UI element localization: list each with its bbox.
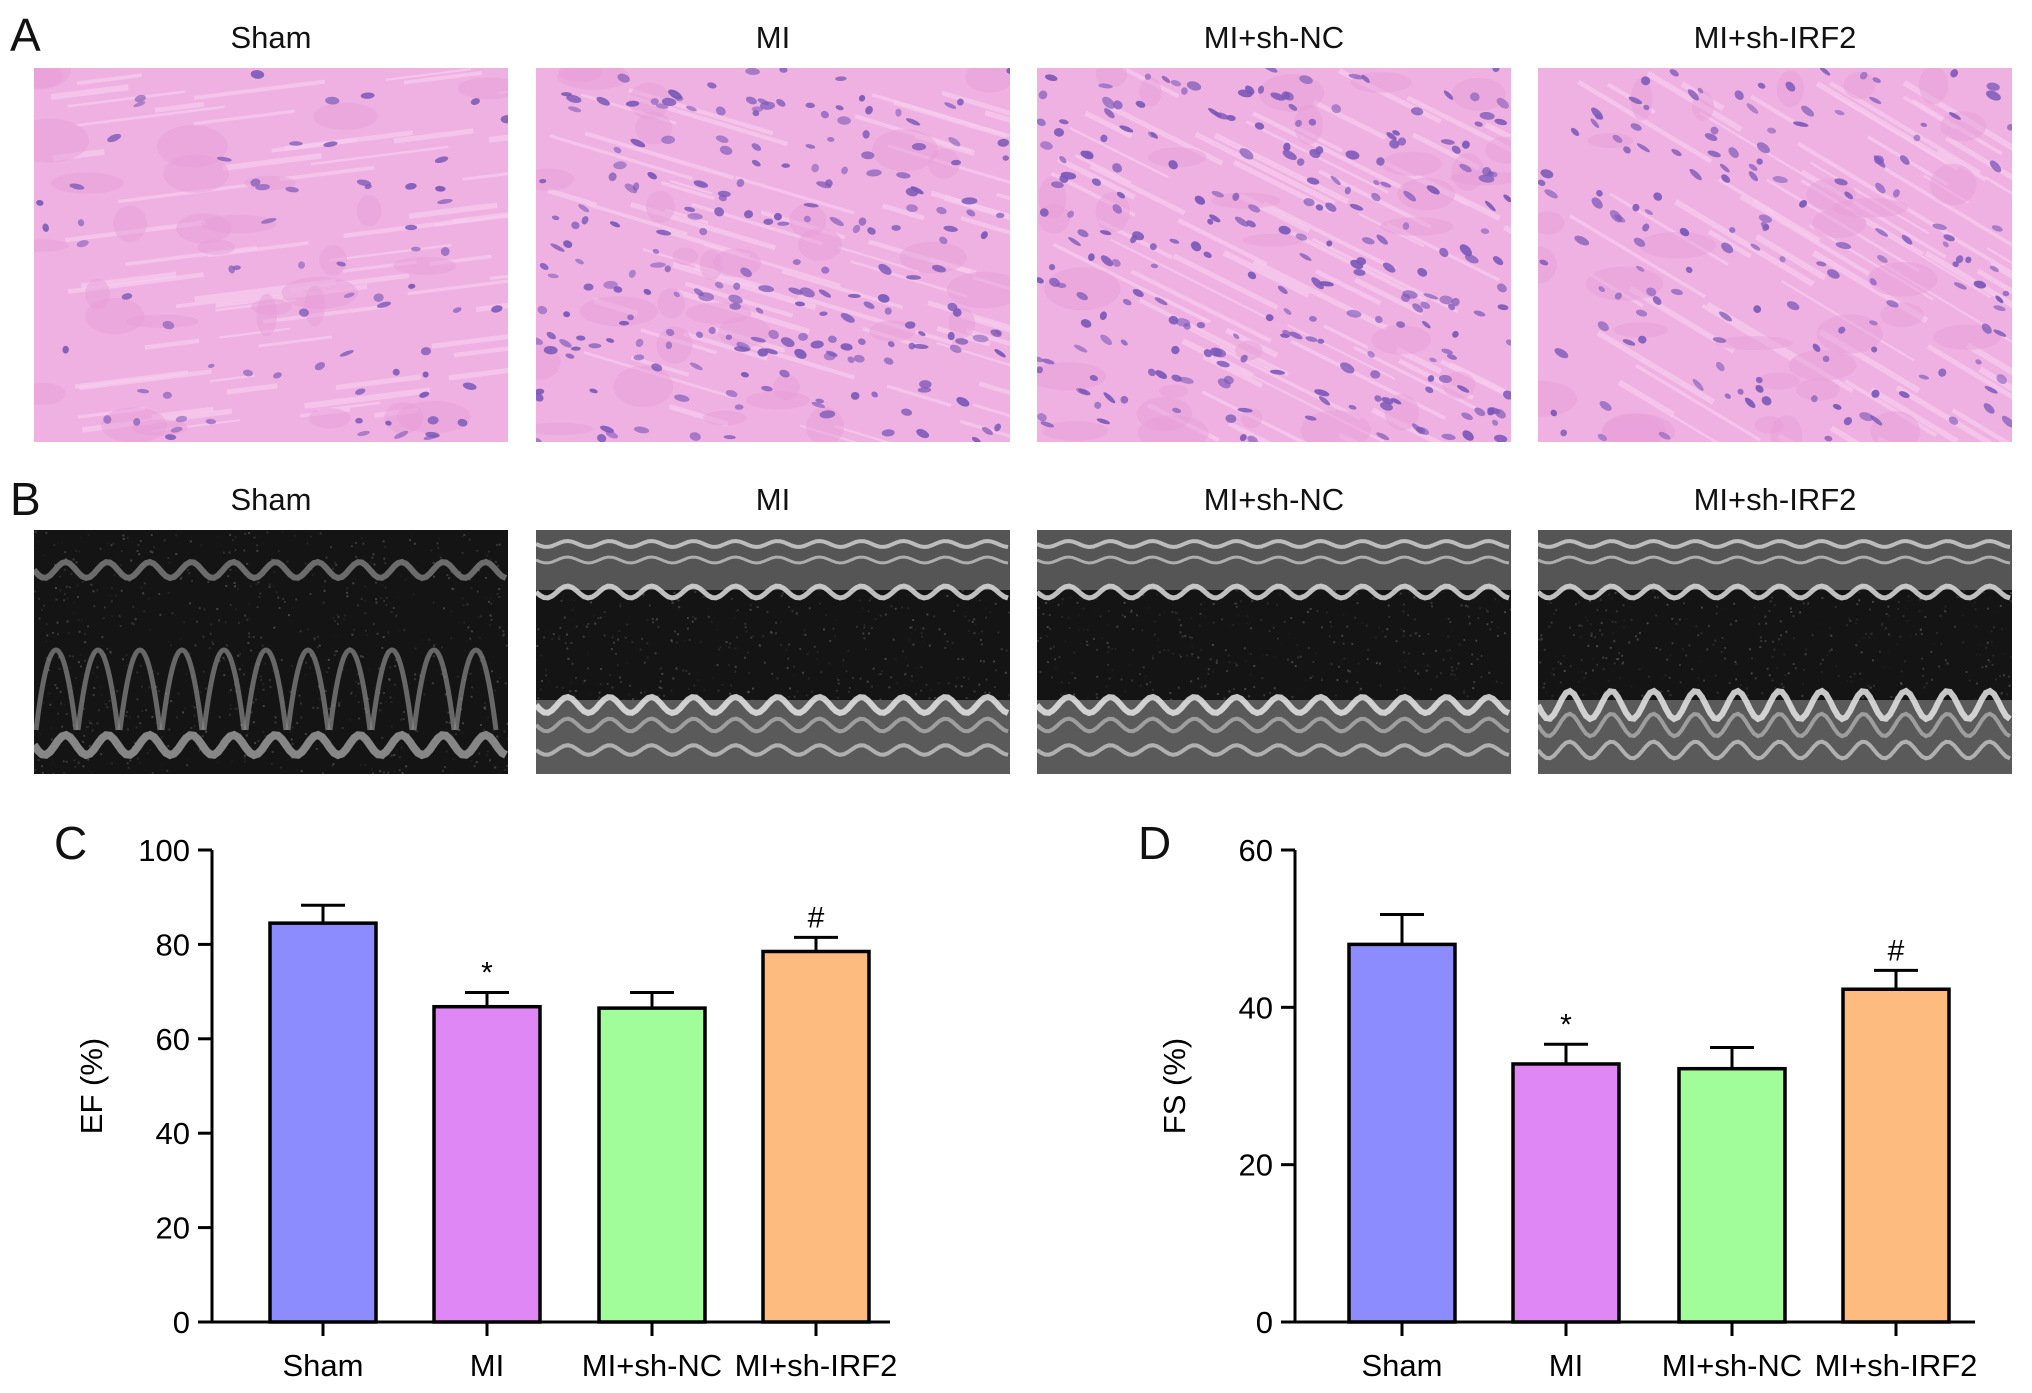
chart-2-bar-2: [1511, 1062, 1621, 1324]
chart-2-xtick-label-3: MI+sh-NC: [1662, 1348, 1802, 1383]
panel-d-letter: D: [1138, 817, 1172, 869]
chart-1-annotation-2: *: [481, 957, 493, 990]
he-image-mi: [536, 68, 1010, 442]
he-image-mi-sh-irf2: [1538, 68, 2012, 442]
panel-b-title-3: MI+sh-NC: [1203, 482, 1345, 517]
chart-1-xtick-label-3: MI+sh-NC: [582, 1348, 722, 1383]
echo-image-sham: [34, 530, 508, 774]
echo-image-mi-sh-nc: [1037, 530, 1511, 774]
chart-1-ytick-label: 60: [156, 1022, 190, 1057]
echo-image-mi-sh-irf2: [1538, 530, 2012, 774]
chart-1-annotation-4: #: [808, 901, 825, 934]
chart-2-bar-4: [1841, 987, 1951, 1324]
chart-2-xtick-label-2: MI: [1549, 1348, 1583, 1383]
chart-2-annotation-4: #: [1888, 934, 1905, 967]
chart-1-ytick-label: 40: [156, 1116, 190, 1151]
chart-2-ylabel: FS (%): [1157, 1038, 1192, 1134]
chart-1-ylabel: EF (%): [74, 1038, 109, 1134]
chart-1-xtick-label-4: MI+sh-IRF2: [735, 1348, 898, 1383]
chart-2-ytick-label: 20: [1239, 1148, 1273, 1183]
he-image-mi-sh-nc: [1037, 68, 1511, 442]
panel-b-title-4: MI+sh-IRF2: [1693, 482, 1857, 517]
chart-1-ytick-label: 20: [156, 1211, 190, 1246]
chart-2-xtick-label-4: MI+sh-IRF2: [1815, 1348, 1978, 1383]
echo-texture: [536, 530, 1010, 774]
chart-1-bar-3: [597, 1006, 707, 1324]
chart-1-xtick-label-1: Sham: [283, 1348, 364, 1383]
he-texture: [34, 68, 508, 442]
chart-1-bar-4: [761, 949, 871, 1324]
he-texture: [1538, 68, 2012, 442]
panel-b-title-1: Sham: [230, 482, 312, 517]
chart-1-xtick-label-2: MI: [470, 1348, 504, 1383]
chart-1-ytick-label: 100: [138, 833, 190, 868]
chart-2-ytick-label: 60: [1239, 833, 1273, 868]
panel-a-title-4: MI+sh-IRF2: [1693, 20, 1857, 55]
he-texture: [536, 68, 1010, 442]
panel-b-title-2: MI: [755, 482, 791, 517]
echo-texture: [34, 530, 508, 774]
panel-a-title-3: MI+sh-NC: [1203, 20, 1345, 55]
chart-2-bar-1: [1347, 942, 1457, 1324]
panel-c-letter: C: [54, 817, 88, 869]
chart-2-annotation-2: *: [1560, 1008, 1572, 1041]
panel-a-letter: A: [10, 9, 41, 61]
chart-1-bar-1: [268, 921, 378, 1324]
chart-1-bar-2: [432, 1004, 542, 1324]
chart-2-ytick-label: 40: [1239, 990, 1273, 1025]
chart-1-ytick-label: 80: [156, 927, 190, 962]
chart-2-xtick-label-1: Sham: [1362, 1348, 1443, 1383]
he-image-sham: [34, 68, 508, 442]
chart-2-ytick-label: 0: [1256, 1305, 1273, 1340]
echo-image-mi: [536, 530, 1010, 774]
panel-a-title-2: MI: [755, 20, 791, 55]
panel-a-title-1: Sham: [230, 20, 312, 55]
echo-texture: [1037, 530, 1511, 774]
panel-b-letter: B: [10, 473, 41, 525]
chart-1-ytick-label: 0: [173, 1305, 190, 1340]
chart-2-bar-3: [1677, 1066, 1787, 1324]
he-texture: [1037, 68, 1511, 442]
echo-texture: [1538, 530, 2012, 774]
